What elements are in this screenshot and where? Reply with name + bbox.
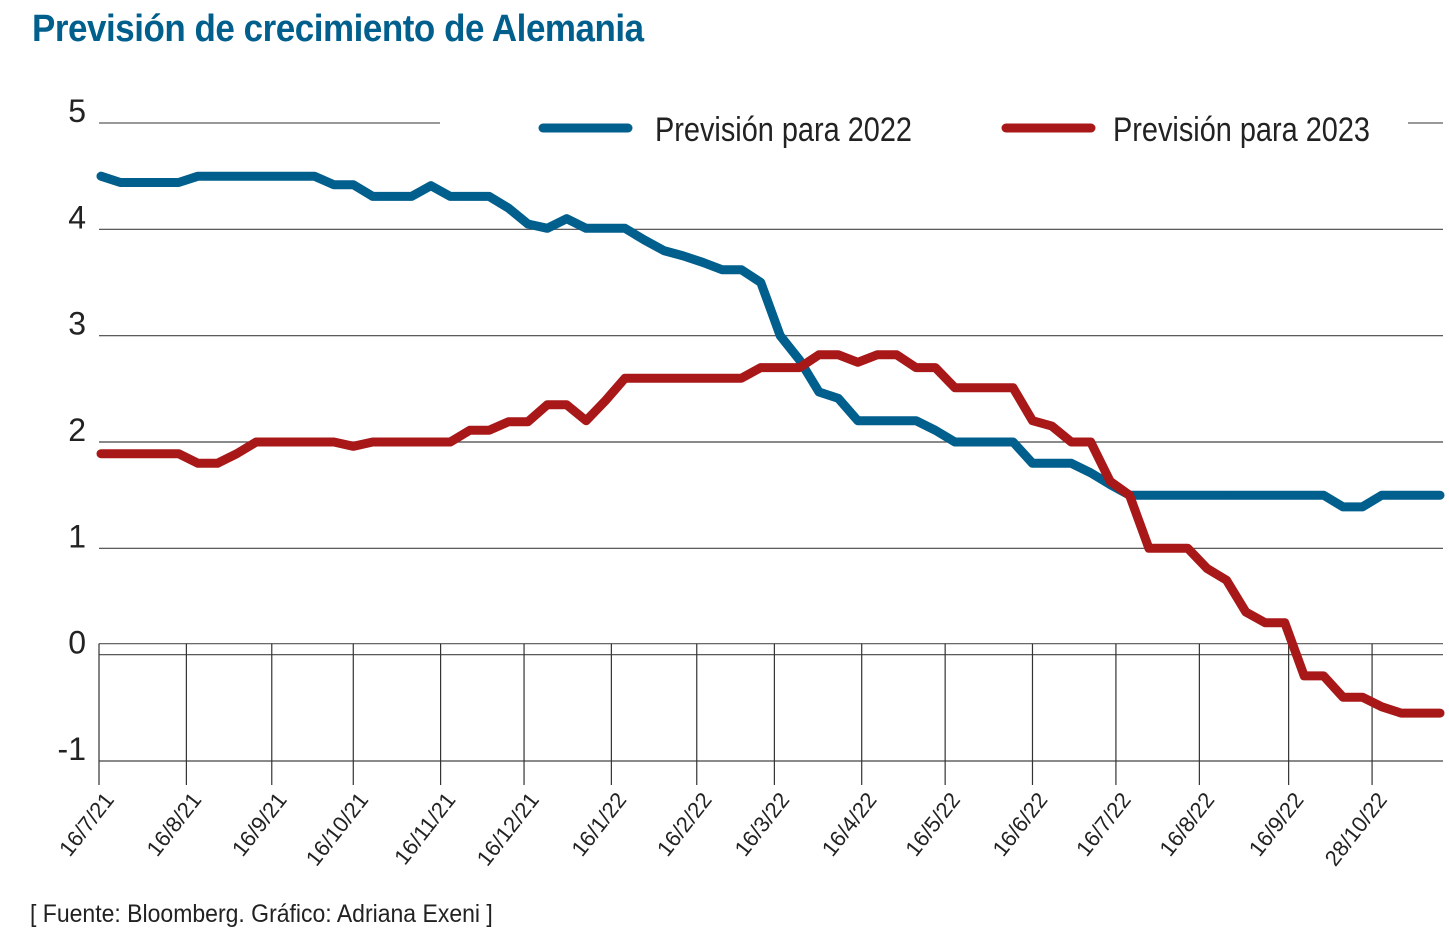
x-tick-label: 16/10/21 (301, 788, 373, 871)
x-tick-label: 16/4/22 (817, 788, 882, 861)
x-tick-label: 16/2/22 (652, 788, 717, 861)
y-tick-label: 3 (68, 306, 86, 342)
y-tick-label: 2 (68, 412, 86, 448)
legend: Previsión para 2022 Previsión para 2023 (538, 111, 1370, 149)
x-tick-label: 16/12/21 (472, 788, 544, 871)
series-lines (96, 171, 1445, 718)
x-tick-label: 16/7/21 (54, 788, 119, 861)
series-line-2023 (96, 350, 1445, 718)
x-axis-ticks: 16/7/21 16/8/21 16/9/21 16/10/21 16/11/21 16/… (54, 788, 1392, 871)
y-tick-label: 4 (68, 199, 86, 235)
y-tick-label: 1 (68, 518, 86, 554)
x-tick-label: 16/5/22 (900, 788, 965, 861)
series-line-2022 (96, 171, 1445, 512)
legend-label-2023: Previsión para 2023 (1113, 111, 1370, 149)
x-tick-label: 16/1/22 (566, 788, 631, 861)
x-tick-label: 16/9/21 (227, 788, 292, 861)
x-tick-label: 16/11/21 (389, 788, 460, 870)
x-tick-label: 16/3/22 (729, 788, 794, 861)
legend-label-2022: Previsión para 2022 (655, 111, 912, 149)
x-tick-label: 28/10/22 (1320, 788, 1392, 871)
chart-title: Previsión de crecimiento de Alemania (32, 8, 644, 50)
y-tick-label: 5 (68, 93, 86, 129)
x-tick-label: 16/8/22 (1154, 788, 1219, 861)
x-tick-label: 16/7/22 (1071, 788, 1136, 861)
source-credit: [ Fuente: Bloomberg. Gráfico: Adriana Ex… (30, 900, 493, 928)
x-tick-label: 16/8/21 (141, 788, 206, 861)
x-tick-label: 16/6/22 (988, 788, 1053, 861)
x-tick-label: 16/9/22 (1244, 788, 1309, 861)
y-tick-label: -1 (58, 731, 86, 767)
y-axis-ticks: 5 4 3 2 1 0 -1 (58, 93, 86, 767)
gridlines (98, 122, 1443, 785)
y-tick-label: 0 (68, 625, 86, 661)
